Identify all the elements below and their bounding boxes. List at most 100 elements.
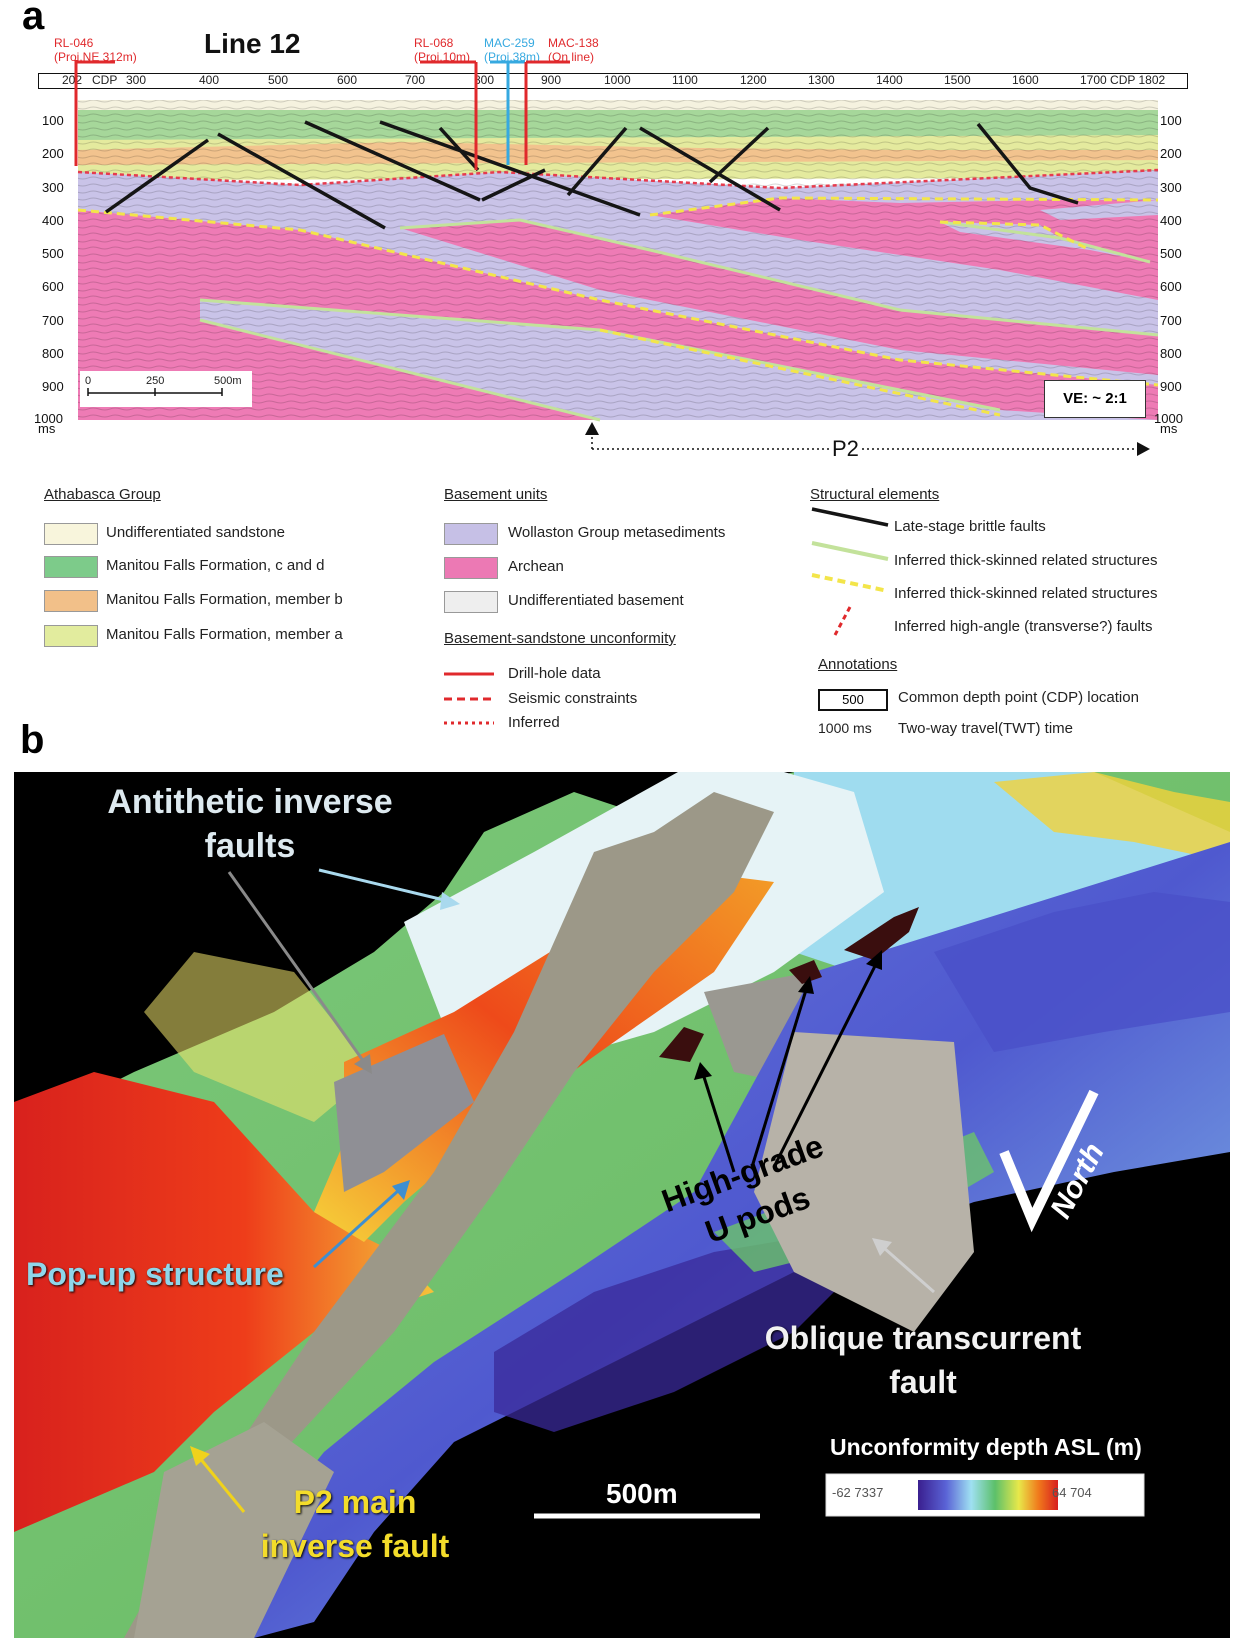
cdp-tick: 600 (337, 73, 358, 87)
depth-tick-right: 100 (1160, 113, 1182, 128)
scale-label: 0 (85, 375, 92, 387)
twt-value: 1000 ms (818, 720, 872, 736)
legend-label: Two-way travel(TWT) time (898, 720, 1074, 737)
depth-tick-left: 500 (42, 246, 64, 261)
depth-tick-left: 300 (42, 180, 64, 195)
brittle-faults (104, 120, 1079, 230)
legend-label: Manitou Falls Formation, member b (106, 591, 343, 608)
legend-label: Late-stage brittle faults (894, 518, 1046, 535)
pointer-arrows (190, 868, 935, 1513)
colorbar-min: -62 7337 (832, 1485, 884, 1500)
depth-tick-left: 900 (42, 379, 64, 394)
cdp-tick: 800 (474, 73, 495, 87)
right-surface (194, 842, 1230, 1638)
panel-a-letter: a (22, 0, 45, 38)
depth-tick-right: 300 (1160, 180, 1182, 195)
cdp-tick: 400 (199, 73, 220, 87)
p2-label: P2 (830, 436, 861, 462)
legend-annotations-heading: Annotations (818, 656, 898, 673)
cdp-tick: 700 (405, 73, 426, 87)
cdp-tick: 1500 (944, 73, 971, 87)
u-pod (844, 907, 919, 960)
swatch-wollaston (444, 523, 498, 545)
depth-tick-right: 500 (1160, 246, 1182, 261)
u-pod (659, 1027, 704, 1062)
legend-label: Inferred high-angle (transverse?) faults (894, 618, 1153, 635)
seismic-section (74, 60, 1159, 456)
cdp-tick: 500 (268, 73, 289, 87)
legend-label: Wollaston Group metasediments (508, 524, 726, 541)
unconformity-line (77, 168, 1159, 190)
swatch-manitou-cd (44, 556, 98, 578)
cdp-tick: 1700 CDP 1802 (1080, 73, 1166, 87)
depth-tick-left: 600 (42, 279, 64, 294)
depth-tick-right: 600 (1160, 279, 1182, 294)
legend-label: Undifferentiated sandstone (106, 524, 286, 541)
oblique-label: Oblique transcurrent fault (764, 1320, 1082, 1400)
p2main-label: P2 main inverse fault (260, 1484, 450, 1564)
scale-label: 250 (146, 375, 165, 387)
u-pod (789, 960, 822, 984)
colorbar-max: 64 704 (1052, 1485, 1092, 1500)
cdp-tick: 1600 (1012, 73, 1039, 87)
ve-label: VE: ~ 2:1 (1044, 380, 1146, 418)
panel-b-letter: b (20, 718, 45, 762)
3d-unconformity-model (14, 772, 1230, 1638)
structural-legend-lines (811, 507, 889, 636)
legend-label: Manitou Falls Formation, member a (106, 626, 343, 643)
depth-tick-right: 900 (1160, 379, 1182, 394)
swatch-manitou-b (44, 590, 98, 612)
cdp-tick: 1000 (604, 73, 631, 87)
cdp-tick: 1400 (876, 73, 903, 87)
scale-label: 500m (214, 375, 242, 387)
cdp-tick: CDP (92, 73, 118, 87)
depth-tick-left: 1000 (34, 411, 63, 426)
north-arrow (999, 1089, 1099, 1233)
legend-label: Common depth point (CDP) location (898, 689, 1139, 706)
scale-label-b: 500m (606, 1478, 678, 1509)
scale-bar (80, 371, 252, 407)
swatch-undiff-basement (444, 591, 498, 613)
swatch-manitou-a (44, 625, 98, 647)
colorbar-gradient (918, 1480, 1058, 1510)
legend-label: Inferred thick-skinned related structure… (894, 552, 1158, 569)
depth-tick-left: 100 (42, 113, 64, 128)
cdp-tick: 300 (126, 73, 147, 87)
legend-structural-heading: Structural elements (810, 486, 940, 503)
p2-fault-scarp (124, 792, 774, 1638)
cdp-tick: 1300 (808, 73, 835, 87)
depth-tick-right: 200 (1160, 146, 1182, 161)
drill-holes (74, 60, 570, 170)
swatch-undiff-sandstone (44, 523, 98, 545)
depth-tick-left: 700 (42, 313, 64, 328)
cdp-tick: 1100 (672, 73, 698, 87)
p2-arrow (585, 422, 1150, 456)
depth-tick-left: 200 (42, 146, 64, 161)
legend-unconformity-heading: Basement-sandstone unconformity (444, 630, 676, 647)
fault-plane-left (334, 1034, 474, 1192)
depth-tick-left: 800 (42, 346, 64, 361)
legend-basement-heading: Basement units (444, 486, 548, 503)
left-red-zone (14, 1072, 434, 1532)
legend-athabasca-heading: Athabasca Group (44, 486, 161, 503)
oblique-fault-plane (754, 1032, 974, 1332)
legend-label: Manitou Falls Formation, c and d (106, 557, 325, 574)
cdp-axis-bar (38, 73, 1188, 89)
legend-label: Inferred thick-skinned related structure… (894, 585, 1158, 602)
colorbar-title: Unconformity depth ASL (m) (830, 1434, 1142, 1460)
cdp-tick: 1200 (740, 73, 767, 87)
cdp-tick: 900 (541, 73, 562, 87)
line-title: Line 12 (204, 28, 301, 59)
legend-label: Archean (508, 558, 564, 575)
depth-tick-right: 700 (1160, 313, 1182, 328)
legend-label: Drill-hole data (508, 665, 601, 682)
depth-unit-right: ms (1160, 421, 1178, 436)
antithetic-label: Antithetic inverse faults (107, 783, 393, 865)
legend-label: Undifferentiated basement (508, 592, 684, 609)
thick-skinned-structures (77, 196, 1159, 422)
depth-unit-left: ms (38, 421, 56, 436)
legend-label: Seismic constraints (508, 690, 638, 707)
popup-label: Pop-up structure (26, 1256, 284, 1292)
depth-tick-right: 1000 (1154, 411, 1183, 426)
depth-tick-left: 400 (42, 213, 64, 228)
